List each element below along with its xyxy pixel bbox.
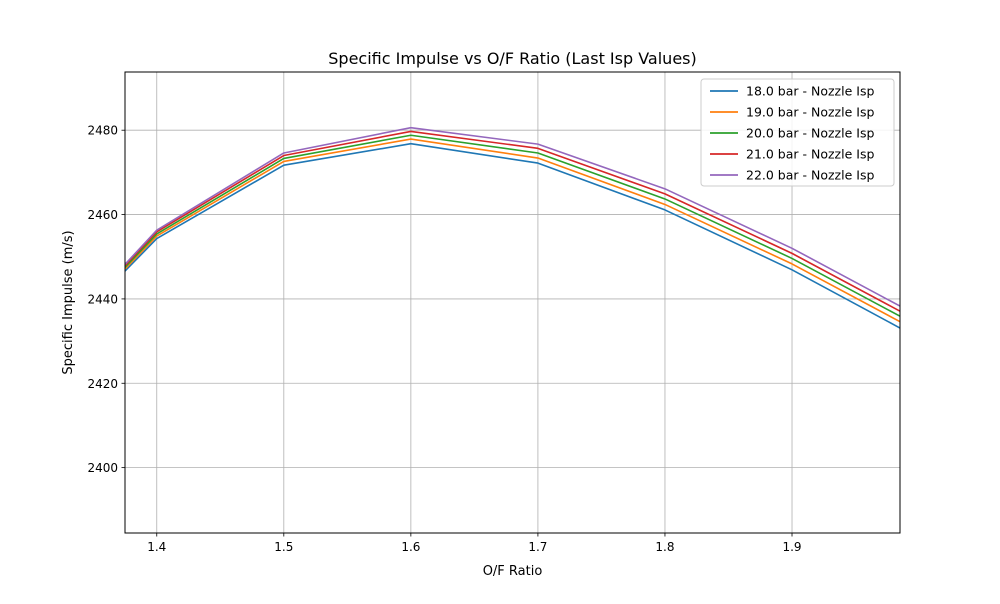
y-axis-label: Specific Impulse (m/s) [61,230,76,374]
series-line-22-0-bar [124,126,901,307]
y-tick-label: 2460 [87,208,118,222]
legend-label: 19.0 bar - Nozzle Isp [746,105,874,120]
series-line-19-0-bar [124,138,901,323]
legend-label: 21.0 bar - Nozzle Isp [746,147,874,162]
y-tick-label: 2400 [87,461,118,475]
plot-frame [124,71,901,534]
x-tick-label: 1.6 [401,540,420,554]
legend-frame [700,78,895,187]
x-axis-label: O/F Ratio [483,564,543,579]
legend-label: 22.0 bar - Nozzle Isp [746,168,874,183]
legend: 18.0 bar - Nozzle Isp 19.0 bar - Nozzle I… [700,78,895,187]
series-lines-layer [124,126,901,329]
series-line-21-0-bar [124,130,901,312]
chart-title: Specific Impulse vs O/F Ratio (Last Isp … [328,49,696,68]
x-tick-label: 1.7 [528,540,547,554]
y-tick-label: 2480 [87,124,118,138]
x-tick-label: 1.5 [274,540,293,554]
y-tick-label: 2440 [87,292,118,306]
series-line-20-0-bar [124,134,901,317]
series-line-18-0-bar [124,142,901,329]
y-tick-label: 2420 [87,377,118,391]
x-tick-label: 1.8 [655,540,674,554]
legend-label: 18.0 bar - Nozzle Isp [746,84,874,99]
ticks-layer: 1.4 1.5 1.6 1.7 1.8 1.9 2400 2420 2440 2460 2480 [87,124,801,554]
x-tick-label: 1.4 [147,540,166,554]
x-tick-label: 1.9 [782,540,801,554]
legend-label: 20.0 bar - Nozzle Isp [746,126,874,141]
